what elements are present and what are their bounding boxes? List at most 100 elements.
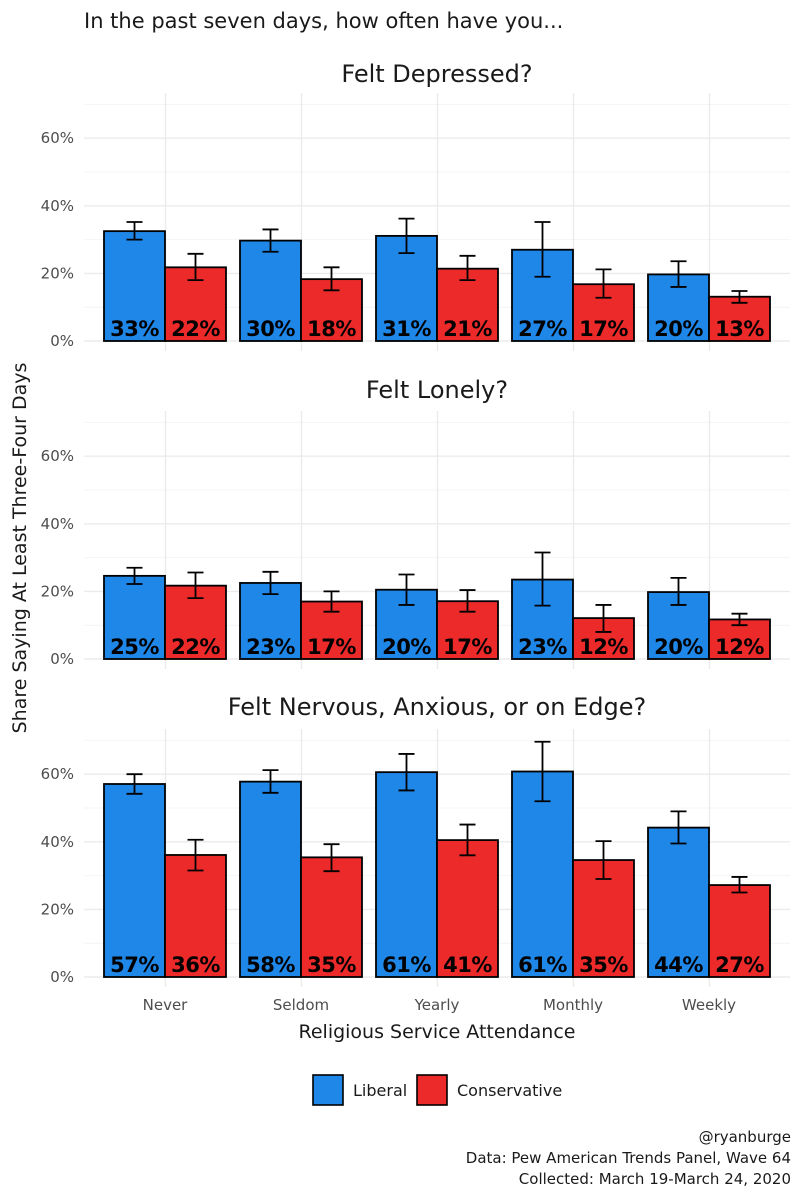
bar-value-label: 17%	[307, 635, 356, 659]
bar-value-label: 27%	[715, 953, 764, 977]
legend-label-conservative: Conservative	[457, 1081, 562, 1100]
bar-liberal-seldom	[239, 239, 302, 342]
error-bar	[534, 551, 551, 607]
error-bar	[262, 228, 279, 253]
bar-conservative-weekly	[708, 884, 771, 978]
error-bar	[398, 753, 415, 792]
y-tick-label: 60%	[41, 129, 74, 147]
bar-value-label: 17%	[443, 635, 492, 659]
x-tick-label: Yearly	[414, 996, 460, 1014]
error-bar	[459, 254, 476, 282]
bar-value-label: 12%	[579, 635, 628, 659]
error-bar	[126, 773, 143, 795]
bar-value-label: 57%	[110, 953, 159, 977]
bar-value-label: 35%	[307, 953, 356, 977]
error-bar	[126, 221, 143, 241]
error-bar	[187, 571, 204, 600]
error-bar	[262, 570, 279, 596]
chart-title: In the past seven days, how often have y…	[84, 9, 563, 33]
caption-line: Collected: March 19-March 24, 2020	[519, 1170, 791, 1188]
bar-value-label: 41%	[443, 953, 492, 977]
bar-conservative-seldom	[300, 856, 363, 978]
error-bar	[595, 268, 612, 299]
bar-value-label: 20%	[382, 635, 431, 659]
error-bar	[398, 573, 415, 606]
caption-line: Data: Pew American Trends Panel, Wave 64	[466, 1149, 791, 1167]
y-tick-label: 60%	[41, 765, 74, 783]
bar-value-label: 18%	[307, 317, 356, 341]
legend-swatch-liberal	[312, 1074, 344, 1106]
panel-title: Felt Depressed?	[341, 60, 532, 88]
bar-liberal-yearly	[375, 771, 438, 978]
error-bar	[187, 252, 204, 282]
bar-value-label: 22%	[171, 635, 220, 659]
x-axis: Never Seldom Yearly Monthly Weekly	[143, 996, 737, 1014]
bar-value-label: 36%	[171, 953, 220, 977]
bar-value-label: 27%	[518, 317, 567, 341]
error-bar	[595, 604, 612, 633]
bar-conservative-never	[164, 854, 227, 978]
y-tick-label: 0%	[50, 332, 74, 350]
error-bar	[534, 221, 551, 278]
error-bar	[595, 840, 612, 880]
error-bar	[126, 566, 143, 585]
error-bar	[398, 217, 415, 255]
bar-value-label: 17%	[579, 317, 628, 341]
x-tick-label: Never	[143, 996, 189, 1014]
bar-value-label: 20%	[654, 635, 703, 659]
bar-liberal-never	[103, 783, 166, 978]
y-tick-label: 20%	[41, 900, 74, 918]
y-tick-label: 40%	[41, 197, 74, 215]
bar-value-label: 44%	[654, 953, 703, 977]
bar-value-label: 23%	[246, 635, 295, 659]
bar-value-label: 33%	[110, 317, 159, 341]
error-bar	[670, 810, 687, 845]
bar-value-label: 13%	[715, 317, 764, 341]
x-axis-label: Religious Service Attendance	[299, 1021, 576, 1043]
bar-value-label: 20%	[654, 317, 703, 341]
bar-value-label: 22%	[171, 317, 220, 341]
error-bar	[670, 576, 687, 606]
caption: @ryanburge Data: Pew American Trends Pane…	[466, 1128, 791, 1188]
y-tick-label: 40%	[41, 833, 74, 851]
error-bar	[731, 876, 748, 894]
error-bar	[323, 843, 340, 873]
y-tick-label: 40%	[41, 515, 74, 533]
bar-value-label: 58%	[246, 953, 295, 977]
y-tick-label: 0%	[50, 968, 74, 986]
facet-panels: 0% 20% 40% 60% Felt Depressed? 33% 30% 31% 27% 20…	[41, 60, 790, 987]
bar-value-label: 12%	[715, 635, 764, 659]
x-tick-label: Weekly	[682, 996, 736, 1014]
legend: Liberal Conservative	[312, 1074, 562, 1106]
bar-value-label: 23%	[518, 635, 567, 659]
panel-title: Felt Lonely?	[366, 376, 508, 404]
y-tick-label: 60%	[41, 447, 74, 465]
error-bar	[534, 740, 551, 803]
caption-line: @ryanburge	[699, 1128, 791, 1146]
bar-value-label: 35%	[579, 953, 628, 977]
legend-swatch-conservative	[416, 1074, 448, 1106]
x-tick-label: Seldom	[273, 996, 329, 1014]
facet-panel: 0% 20% 40% 60% Felt Lonely? 25% 23% 20% 23% 20% 22…	[41, 376, 790, 669]
y-tick-label: 20%	[41, 264, 74, 282]
error-bar	[323, 590, 340, 613]
bar-conservative-never	[164, 266, 227, 342]
bar-value-label: 61%	[382, 953, 431, 977]
x-tick-label: Monthly	[543, 996, 603, 1014]
error-bar	[731, 290, 748, 304]
bar-value-label: 25%	[110, 635, 159, 659]
bar-liberal-seldom	[239, 582, 302, 660]
error-bar	[731, 612, 748, 627]
bar-conservative-weekly	[708, 295, 771, 342]
bar-value-label: 61%	[518, 953, 567, 977]
error-bar	[459, 589, 476, 613]
error-bar	[670, 260, 687, 288]
y-axis-label: Share Saying At Least Three-Four Days	[9, 363, 31, 734]
legend-label-liberal: Liberal	[353, 1081, 407, 1100]
error-bar	[187, 838, 204, 872]
error-bar	[262, 769, 279, 794]
y-tick-label: 20%	[41, 582, 74, 600]
bar-value-label: 21%	[443, 317, 492, 341]
bar-value-label: 31%	[382, 317, 431, 341]
